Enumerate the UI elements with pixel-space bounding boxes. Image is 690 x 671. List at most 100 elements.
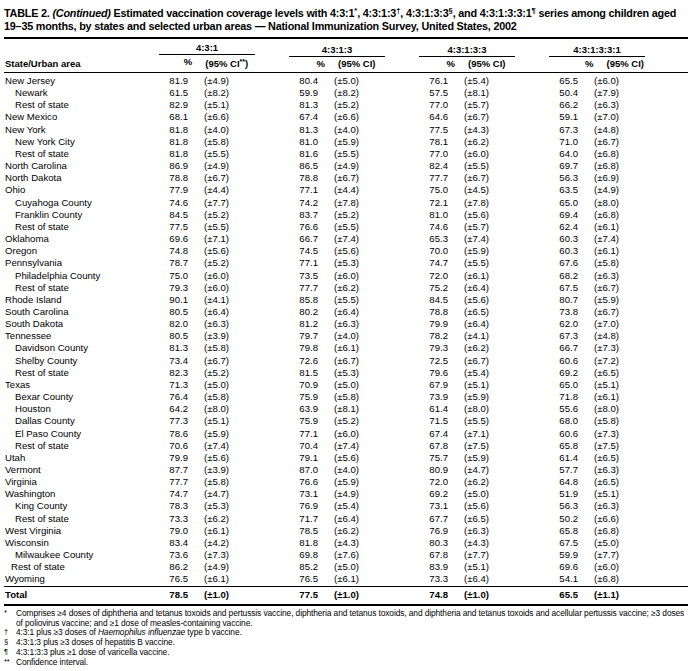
ci-header-text: )	[245, 58, 248, 69]
percent-cell: 70.9	[281, 379, 318, 391]
ci-cell: (±5.7)	[448, 221, 541, 233]
ci-header-text: (95% CI	[338, 58, 372, 69]
ci-cell: (±7.2)	[578, 355, 688, 367]
ci-cell: (±6.4)	[448, 573, 541, 586]
table-row: New York81.8(±4.0)81.3(±4.0)77.5(±4.3)67…	[4, 124, 688, 136]
ci-cell: (±6.7)	[448, 111, 541, 123]
table-row: Pennsylvania78.7(±5.2)77.1(±5.3)74.7(±5.…	[4, 257, 688, 269]
table-total-section: Total78.5(±1.0)77.5(±1.0)74.8(±1.0)65.5(…	[4, 586, 688, 605]
table-row: Oklahoma69.6(±7.1)66.7(±7.4)65.3(±7.4)60…	[4, 233, 688, 245]
percent-cell: 67.5	[541, 282, 578, 294]
ci-cell: (±5.0)	[318, 379, 411, 391]
percent-cell: 69.2	[411, 488, 448, 500]
percent-cell: 71.0	[541, 136, 578, 148]
ci-cell: (±6.7)	[578, 136, 688, 148]
percent-cell: 82.4	[411, 160, 448, 172]
percent-cell: 76.6	[281, 476, 318, 488]
ci-cell: (±4.5)	[448, 184, 541, 196]
percent-cell: 69.6	[541, 561, 578, 573]
ci-cell: (±4.7)	[448, 464, 541, 476]
ci-cell: (±4.1)	[448, 330, 541, 342]
percent-cell: 83.9	[411, 561, 448, 573]
ci-cell: (±6.3)	[578, 270, 688, 282]
ci-cell: (±6.5)	[578, 367, 688, 379]
footnote-marker: §	[4, 637, 16, 647]
ci-cell: (±5.5)	[188, 148, 281, 160]
percent-cell: 77.5	[411, 124, 448, 136]
ci-cell: (±5.5)	[318, 221, 411, 233]
footnote-marker: †	[4, 627, 16, 637]
row-label-cell: El Paso County	[4, 428, 151, 440]
percent-cell: 68.1	[151, 111, 188, 123]
ci-cell: (±7.1)	[188, 233, 281, 245]
ci-cell: (±5.0)	[448, 488, 541, 500]
percent-cell: 76.6	[281, 221, 318, 233]
ci-cell: (±5.5)	[448, 160, 541, 172]
ci-cell: (±5.8)	[188, 391, 281, 403]
table-row: Rest of state82.3(±5.2)81.5(±5.3)79.6(±5…	[4, 367, 688, 379]
percent-cell: 73.3	[411, 573, 448, 586]
percent-cell: 50.2	[541, 513, 578, 525]
ci-header-text: )	[372, 58, 375, 69]
ci-cell: (±8.0)	[578, 403, 688, 415]
ci-cell: (±5.9)	[448, 391, 541, 403]
percent-cell: 64.6	[411, 111, 448, 123]
percent-cell: 67.7	[411, 513, 448, 525]
table-row: Tennessee80.5(±3.9)79.7(±4.0)78.2(±4.1)6…	[4, 330, 688, 342]
ci-cell: (±6.5)	[448, 306, 541, 318]
percent-cell: 63.5	[541, 184, 578, 196]
percent-cell: 73.6	[151, 549, 188, 561]
ci-cell: (±6.5)	[448, 513, 541, 525]
table-row: Cuyahoga County74.6(±7.7)74.2(±7.8)72.1(…	[4, 197, 688, 209]
percent-cell: 64.2	[151, 403, 188, 415]
ci-cell: (±7.3)	[578, 342, 688, 354]
ci-cell: (±8.0)	[578, 197, 688, 209]
table-row: New Jersey81.9(±4.9)80.4(±5.0)76.1(±5.4)…	[4, 73, 688, 88]
ci-cell: (±6.6)	[578, 513, 688, 525]
ci-cell: (±8.0)	[448, 403, 541, 415]
footnote-text: Confidence interval.	[16, 658, 688, 668]
ci-cell: (±5.6)	[448, 209, 541, 221]
percent-cell: 67.8	[411, 440, 448, 452]
ci-cell: (±6.3)	[448, 525, 541, 537]
ci-cell: (±4.9)	[188, 160, 281, 172]
percent-cell: 78.2	[411, 330, 448, 342]
percent-cell: 80.3	[411, 537, 448, 549]
percent-cell: 77.1	[281, 428, 318, 440]
table-row: North Dakota78.8(±6.7)78.8(±6.7)77.7(±6.…	[4, 172, 688, 184]
table-row: Virginia77.7(±5.8)76.6(±5.9)72.0(±6.2)64…	[4, 476, 688, 488]
percent-cell: 73.8	[541, 306, 578, 318]
percent-cell: 81.8	[151, 136, 188, 148]
percent-cell: 87.7	[151, 464, 188, 476]
percent-cell: 72.0	[411, 476, 448, 488]
footnote: **Confidence interval.	[4, 658, 688, 668]
ci-cell: (±5.4)	[318, 500, 411, 512]
percent-cell: 75.9	[281, 415, 318, 427]
title-segment: , 4:3:1:3:3	[400, 7, 448, 19]
table-row: Shelby County73.4(±6.7)72.6(±6.7)72.5(±6…	[4, 355, 688, 367]
ci-cell: (±6.1)	[448, 270, 541, 282]
percent-cell: 71.3	[151, 379, 188, 391]
ci-cell: (±5.3)	[318, 257, 411, 269]
percent-cell: 81.5	[281, 367, 318, 379]
ci-cell: (±5.1)	[188, 99, 281, 111]
table-row: Rest of state73.3(±6.2)71.7(±6.4)67.7(±6…	[4, 513, 688, 525]
percent-cell: 81.0	[411, 209, 448, 221]
percent-cell: 78.6	[151, 428, 188, 440]
ci-cell: (±8.1)	[448, 87, 541, 99]
percent-cell: 69.7	[541, 160, 578, 172]
ci-cell: (±6.0)	[318, 270, 411, 282]
subheader-line: %(95% CI)	[281, 57, 411, 72]
percent-cell: 81.0	[281, 136, 318, 148]
ci-cell: (±6.8)	[578, 525, 688, 537]
percent-cell: 73.3	[151, 513, 188, 525]
percent-cell: 66.7	[541, 342, 578, 354]
ci-cell: (±6.2)	[188, 513, 281, 525]
percent-cell: 86.9	[151, 160, 188, 172]
ci-header: (95% CI**)	[205, 56, 248, 69]
ci-cell: (±5.6)	[318, 452, 411, 464]
row-label-cell: Wisconsin	[4, 537, 151, 549]
row-label-cell: Rhode Island	[4, 294, 151, 306]
percent-cell: 77.7	[281, 282, 318, 294]
table-row: El Paso County78.6(±5.9)77.1(±6.0)67.4(±…	[4, 428, 688, 440]
